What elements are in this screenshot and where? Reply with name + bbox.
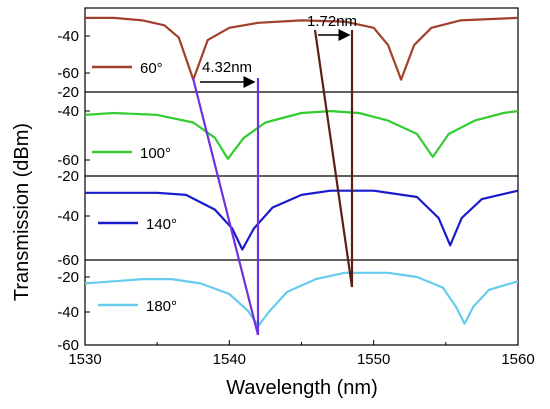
y-axis-title: Transmission (dBm) bbox=[11, 123, 33, 301]
y-tick-label: -60 bbox=[57, 65, 79, 82]
series-line-2 bbox=[84, 109, 519, 160]
legend-label: 60° bbox=[140, 60, 163, 77]
series-line-4 bbox=[84, 271, 519, 327]
series-line-3 bbox=[85, 189, 519, 251]
y-tick-label: -20 bbox=[57, 269, 79, 286]
x-tick-label: 1560 bbox=[501, 351, 534, 368]
y-tick-label: -40 bbox=[57, 28, 79, 45]
shift-line-1 bbox=[313, 29, 354, 288]
y-tick-label: -60 bbox=[57, 152, 79, 169]
legend-label: 140° bbox=[146, 216, 177, 233]
annotation-label-1: 1.72nm bbox=[307, 13, 357, 30]
x-tick-label: 1530 bbox=[68, 351, 101, 368]
y-tick-label: -20 bbox=[57, 168, 79, 185]
legend-label: 100° bbox=[140, 145, 171, 162]
y-tick-label: -40 bbox=[57, 103, 79, 120]
annotation-label-2: 4.32nm bbox=[202, 59, 252, 76]
y-tick-label: -20 bbox=[57, 84, 79, 101]
y-tick-label: -40 bbox=[57, 208, 79, 225]
x-tick-label: 1540 bbox=[213, 351, 246, 368]
x-axis-title: Wavelength (nm) bbox=[226, 377, 378, 399]
y-tick-label: -60 bbox=[57, 337, 79, 354]
y-tick-label: -60 bbox=[57, 252, 79, 269]
x-tick-label: 1550 bbox=[357, 351, 390, 368]
y-tick-label: -40 bbox=[57, 304, 79, 321]
legend-label: 180° bbox=[146, 298, 177, 315]
shift-line-2 bbox=[191, 77, 260, 336]
series-line-1 bbox=[85, 16, 519, 81]
